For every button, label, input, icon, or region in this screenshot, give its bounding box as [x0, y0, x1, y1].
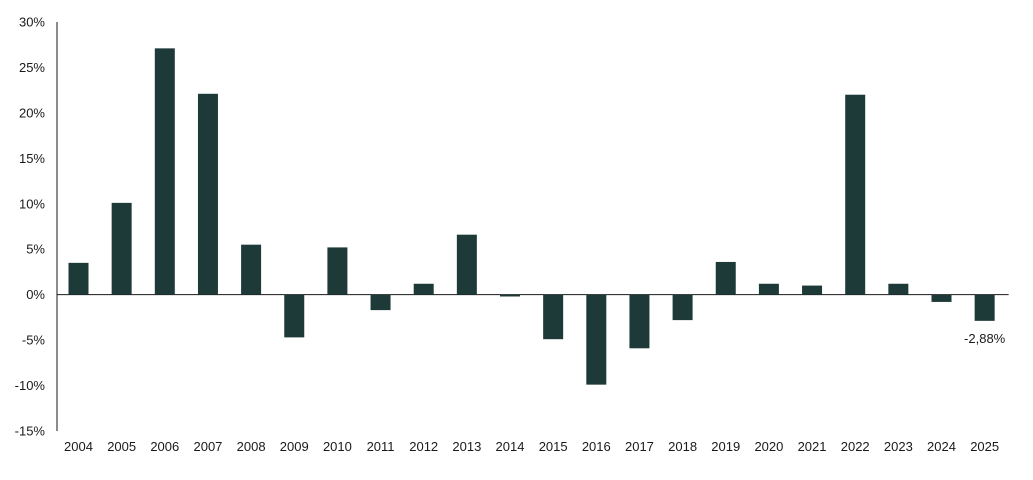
x-tick-label: 2008 — [237, 439, 266, 454]
y-tick-label: 25% — [19, 60, 45, 75]
x-axis-labels: 2004 2005 2006 2007 2008 2009 2010 2011 2012 2013… — [64, 439, 999, 454]
bar-2012 — [413, 283, 434, 295]
x-tick-label: 2015 — [539, 439, 568, 454]
x-tick-label: 2021 — [798, 439, 827, 454]
bar-2011 — [370, 294, 391, 311]
x-tick-label: 2004 — [64, 439, 93, 454]
bar-2008 — [241, 244, 262, 295]
y-tick-label: 10% — [19, 196, 45, 211]
x-tick-label: 2016 — [582, 439, 611, 454]
bar-2010 — [327, 247, 348, 295]
bar-2009 — [284, 294, 305, 338]
x-tick-label: 2023 — [884, 439, 913, 454]
x-tick-label: 2020 — [754, 439, 783, 454]
x-tick-label: 2017 — [625, 439, 654, 454]
x-tick-label: 2007 — [193, 439, 222, 454]
x-tick-label: 2005 — [107, 439, 136, 454]
data-label: -2,88% — [964, 331, 1006, 346]
bar-2017 — [629, 294, 650, 349]
bar-2007 — [197, 93, 218, 295]
bar-2014 — [500, 294, 520, 297]
x-tick-label: 2018 — [668, 439, 697, 454]
bar-2005 — [111, 202, 132, 295]
y-tick-label: -5% — [22, 333, 46, 348]
x-tick-label: 2012 — [409, 439, 438, 454]
bar-2015 — [543, 294, 564, 340]
y-tick-label: 20% — [19, 105, 45, 120]
x-tick-label: 2014 — [496, 439, 525, 454]
x-tick-label: 2010 — [323, 439, 352, 454]
x-tick-label: 2006 — [150, 439, 179, 454]
x-tick-label: 2022 — [841, 439, 870, 454]
bar-2024 — [931, 294, 952, 302]
x-tick-label: 2009 — [280, 439, 309, 454]
y-tick-label: 0% — [26, 287, 45, 302]
x-tick-label: 2013 — [452, 439, 481, 454]
x-tick-label: 2024 — [927, 439, 956, 454]
bar-2004 — [68, 262, 89, 295]
annotations: -2,88% — [964, 331, 1006, 346]
bar-2021 — [802, 285, 823, 295]
y-tick-label: 30% — [19, 15, 45, 30]
y-tick-label: -15% — [15, 424, 46, 439]
bar-2020 — [758, 283, 779, 295]
x-tick-label: 2025 — [970, 439, 999, 454]
bar-2013 — [456, 234, 477, 295]
bar-2006 — [154, 48, 175, 295]
bar-2016 — [586, 294, 607, 385]
x-tick-label: 2011 — [367, 439, 395, 454]
y-tick-label: 15% — [19, 151, 45, 166]
bar-2022 — [845, 94, 866, 295]
bar-2018 — [672, 294, 693, 321]
y-tick-label: 5% — [26, 242, 45, 257]
bars — [68, 48, 995, 385]
y-axis: 30% 25% 20% 15% 10% 5% 0% -5% -10% -15% — [15, 15, 1009, 439]
y-tick-label: -10% — [15, 378, 46, 393]
bar-2019 — [715, 261, 736, 295]
bar-2025 — [974, 294, 995, 321]
x-tick-label: 2019 — [711, 439, 740, 454]
bar-2023 — [888, 283, 909, 295]
